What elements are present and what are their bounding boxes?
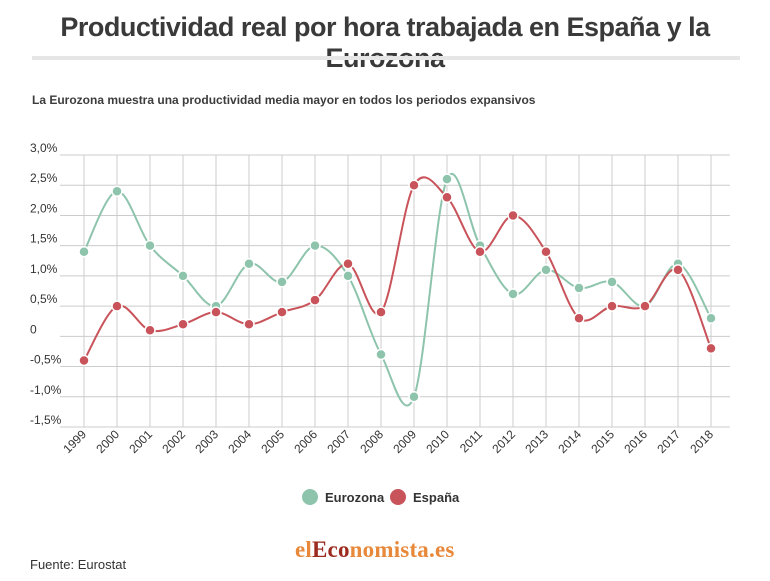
legend-marker-eurozona [302,489,318,505]
data-point-eurozona [540,264,552,276]
x-tick-label: 2009 [390,427,419,456]
y-tick-label: 3,0% [30,141,58,155]
data-point-espana [342,258,354,270]
data-point-espana [606,300,618,312]
x-tick-label: 2014 [555,427,584,456]
x-tick-label: 2010 [423,427,452,456]
legend-label: Eurozona [325,490,385,505]
source-note: Fuente: Eurostat [30,557,127,572]
data-point-eurozona [276,276,288,288]
data-point-espana [177,318,189,330]
series-line-espana [83,176,712,362]
brand-logo-eco: Eco [312,537,350,562]
data-point-eurozona [78,245,90,258]
data-point-espana [705,342,717,355]
data-point-espana [144,324,156,337]
data-point-espana [111,300,123,312]
brand-logo-nomista: nomista.es [349,537,455,562]
y-tick-label: -1,0% [30,383,62,397]
x-tick-label: 2007 [324,427,353,456]
data-point-espana [276,306,288,318]
series-line-eurozona [83,173,712,407]
x-tick-label: 2003 [192,427,221,456]
y-tick-label: 2,5% [30,171,58,185]
x-tick-label: 2011 [457,427,485,455]
x-tick-label: 2006 [291,427,320,456]
data-point-espana [375,306,387,318]
chart-subtitle: La Eurozona muestra una productividad me… [32,93,536,107]
data-point-espana [78,354,90,367]
data-point-eurozona [243,258,255,270]
x-tick-label: 2005 [258,427,287,456]
data-point-espana [243,318,255,330]
data-point-espana [210,306,222,318]
x-tick-label: 2012 [489,427,518,456]
x-axis-ticks: 1999 2000 2001 2002 2003 2004 2005 2006 2007 2008… [60,427,716,456]
legend: Eurozona España [302,489,460,505]
y-tick-label: -0,5% [30,353,62,367]
x-tick-label: 2002 [159,427,188,456]
y-tick-label: 2,0% [30,201,58,215]
data-point-eurozona [375,348,387,361]
y-tick-label: 0 [30,322,37,336]
series-layer [78,173,717,407]
y-tick-label: 1,5% [30,232,58,246]
data-point-eurozona [573,282,585,294]
legend-marker-espana [390,489,406,505]
data-point-eurozona [342,270,354,282]
data-point-eurozona [177,270,189,282]
y-tick-label: 1,0% [30,262,58,276]
x-tick-label: 2001 [126,427,155,456]
data-point-eurozona [705,312,717,324]
x-tick-label: 2018 [687,427,716,456]
y-axis-ticks: 3,0% 2,5% 2,0% 1,5% 1,0% 0,5% 0 -0,5% -1,0% -1,5% [30,141,62,427]
x-tick-label: 2015 [588,427,617,456]
data-point-espana [408,179,420,191]
data-point-eurozona [111,185,123,198]
data-point-eurozona [144,239,156,252]
x-tick-label: 2004 [225,427,254,456]
x-tick-label: 2008 [357,427,386,456]
data-point-espana [507,209,519,222]
brand-logo-el: el [295,537,312,562]
brand-logo: elEconomista.es [295,537,455,563]
x-tick-label: 2013 [522,427,551,456]
data-point-espana [474,245,486,258]
data-point-espana [639,300,651,312]
x-tick-label: 2017 [654,427,683,456]
data-point-espana [672,264,684,276]
y-tick-label: -1,5% [30,413,62,427]
data-point-eurozona [606,276,618,288]
x-tick-label: 1999 [60,427,89,456]
data-point-eurozona [309,239,321,252]
data-point-eurozona [507,288,519,300]
data-point-espana [309,294,321,306]
data-point-eurozona [441,173,453,185]
data-point-espana [540,245,552,258]
title-divider [32,56,740,60]
data-point-eurozona [408,391,420,403]
y-tick-label: 0,5% [30,292,58,306]
data-point-espana [573,312,585,324]
x-tick-label: 2000 [93,427,122,456]
legend-label: España [413,490,460,505]
x-tick-label: 2016 [621,427,650,456]
data-point-espana [441,191,453,204]
